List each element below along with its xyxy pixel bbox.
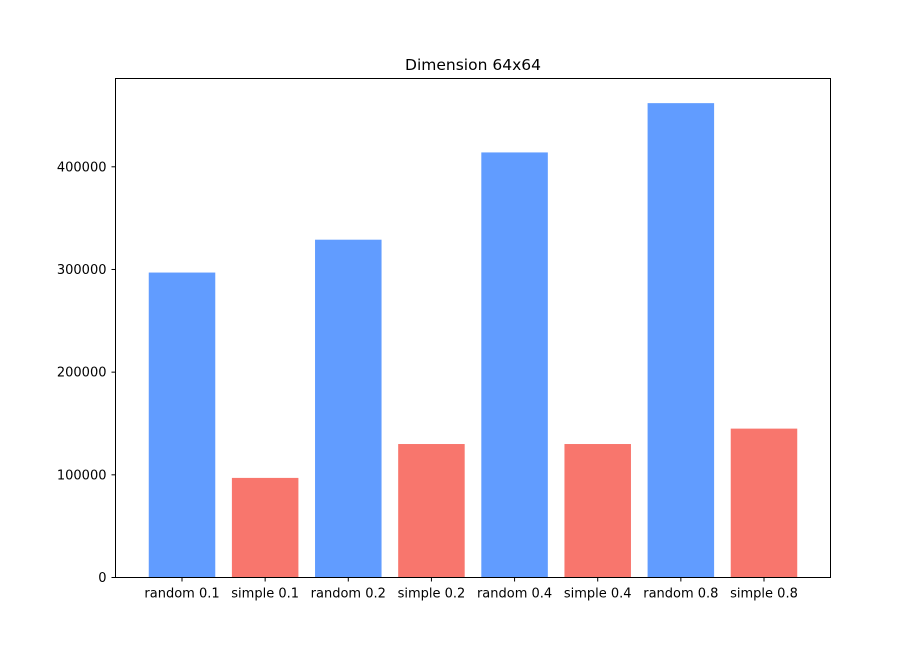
x-tick-label: simple 0.8 [730, 587, 798, 602]
bar-simple-0-2 [398, 444, 465, 578]
bar-random-0-2 [315, 239, 382, 578]
y-tick-label: 0 [98, 571, 106, 586]
bar-simple-0-4 [564, 444, 631, 578]
bars-group [148, 103, 798, 578]
bar-random-0-1 [148, 272, 216, 578]
y-axis: 0 100000 200000 300000 400000 [57, 160, 116, 586]
bar-random-0-4 [481, 152, 548, 578]
x-tick-label: simple 0.2 [398, 587, 466, 602]
x-tick-label: random 0.2 [311, 587, 386, 602]
x-tick-label: simple 0.1 [231, 587, 299, 602]
x-tick-label: simple 0.4 [564, 587, 632, 602]
y-tick-label: 200000 [57, 366, 107, 381]
x-tick-label: random 0.8 [643, 587, 718, 602]
y-tick-label: 400000 [57, 160, 107, 175]
plot-frame [115, 78, 831, 578]
y-tick-label: 100000 [57, 468, 107, 483]
chart-title: Dimension 64x64 [405, 56, 541, 74]
y-tick-label: 300000 [57, 263, 107, 278]
bar-random-0-8 [647, 103, 715, 578]
bar-simple-0-8 [730, 428, 798, 578]
x-tick-label: random 0.1 [144, 587, 219, 602]
x-axis: random 0.1 simple 0.1 random 0.2 simple 0.2… [144, 577, 798, 602]
x-tick-label: random 0.4 [477, 587, 552, 602]
bar-simple-0-1 [231, 477, 299, 578]
